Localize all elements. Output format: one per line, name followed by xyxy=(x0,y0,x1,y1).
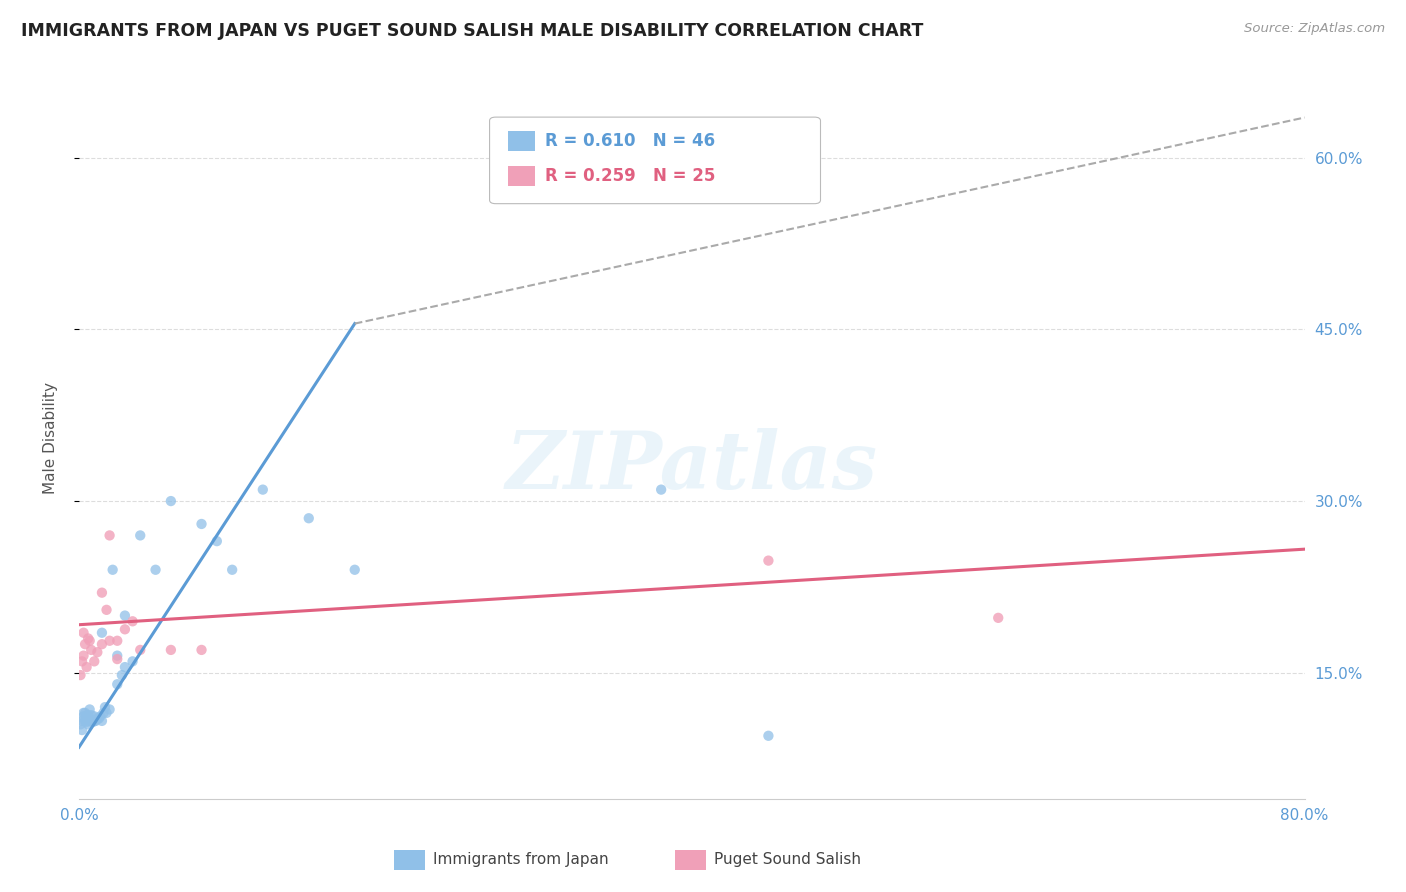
Text: Source: ZipAtlas.com: Source: ZipAtlas.com xyxy=(1244,22,1385,36)
Point xyxy=(190,643,212,657)
Point xyxy=(96,706,118,720)
Point xyxy=(114,608,136,623)
Point xyxy=(343,563,366,577)
Point xyxy=(111,668,134,682)
Point xyxy=(114,660,136,674)
Point xyxy=(190,516,212,531)
Point xyxy=(70,654,93,668)
Text: Immigrants from Japan: Immigrants from Japan xyxy=(433,853,609,867)
FancyBboxPatch shape xyxy=(508,166,534,186)
Point xyxy=(96,603,118,617)
Point xyxy=(77,708,100,723)
Point xyxy=(91,625,114,640)
Point xyxy=(70,714,93,728)
Point xyxy=(83,654,105,668)
Point xyxy=(129,528,152,542)
Point xyxy=(69,717,91,731)
Point xyxy=(129,643,152,657)
Point xyxy=(80,708,103,723)
Point xyxy=(72,625,94,640)
Point xyxy=(160,494,183,508)
Point xyxy=(105,633,128,648)
Point xyxy=(84,714,107,728)
Text: R = 0.610   N = 46: R = 0.610 N = 46 xyxy=(544,132,714,150)
Point xyxy=(76,714,98,729)
Text: ZIPatlas: ZIPatlas xyxy=(506,428,877,506)
Point xyxy=(758,553,780,567)
Point xyxy=(79,633,101,648)
Point xyxy=(105,648,128,663)
Point xyxy=(89,709,111,723)
Point xyxy=(83,709,105,723)
FancyBboxPatch shape xyxy=(508,130,534,151)
Point xyxy=(83,714,105,728)
Point xyxy=(221,563,243,577)
Point xyxy=(105,652,128,666)
Point xyxy=(70,723,93,737)
Point xyxy=(77,632,100,646)
Text: Puget Sound Salish: Puget Sound Salish xyxy=(714,853,862,867)
Text: R = 0.259   N = 25: R = 0.259 N = 25 xyxy=(544,167,716,185)
Point xyxy=(98,702,121,716)
Text: IMMIGRANTS FROM JAPAN VS PUGET SOUND SALISH MALE DISABILITY CORRELATION CHART: IMMIGRANTS FROM JAPAN VS PUGET SOUND SAL… xyxy=(21,22,924,40)
Point xyxy=(105,677,128,691)
Point xyxy=(86,712,108,726)
Point xyxy=(650,483,672,497)
Point xyxy=(121,615,143,629)
Point xyxy=(86,645,108,659)
Point xyxy=(987,611,1010,625)
Point xyxy=(75,706,97,720)
Point xyxy=(91,637,114,651)
Point xyxy=(252,483,274,497)
Point xyxy=(98,633,121,648)
Point xyxy=(76,660,98,674)
Point xyxy=(101,563,124,577)
Point xyxy=(72,648,94,663)
Point xyxy=(79,714,101,728)
Point xyxy=(77,717,100,731)
Point xyxy=(75,714,97,728)
Point xyxy=(98,528,121,542)
FancyBboxPatch shape xyxy=(394,850,425,870)
Point xyxy=(76,709,98,723)
Point xyxy=(72,706,94,720)
Point xyxy=(145,563,167,577)
Point xyxy=(91,585,114,599)
Y-axis label: Male Disability: Male Disability xyxy=(44,382,58,494)
Point xyxy=(121,654,143,668)
Point xyxy=(79,702,101,716)
Point xyxy=(160,643,183,657)
Point xyxy=(94,700,117,714)
Point xyxy=(80,643,103,657)
Point xyxy=(93,706,115,720)
FancyBboxPatch shape xyxy=(675,850,706,870)
Point xyxy=(69,668,91,682)
FancyBboxPatch shape xyxy=(489,117,821,203)
Point xyxy=(75,637,97,651)
Point xyxy=(298,511,321,525)
Point xyxy=(205,534,228,549)
Point xyxy=(82,714,104,729)
Point xyxy=(87,712,110,726)
Point xyxy=(80,714,103,728)
Point xyxy=(72,709,94,723)
Point xyxy=(758,729,780,743)
Point xyxy=(91,714,114,728)
Point xyxy=(114,622,136,636)
